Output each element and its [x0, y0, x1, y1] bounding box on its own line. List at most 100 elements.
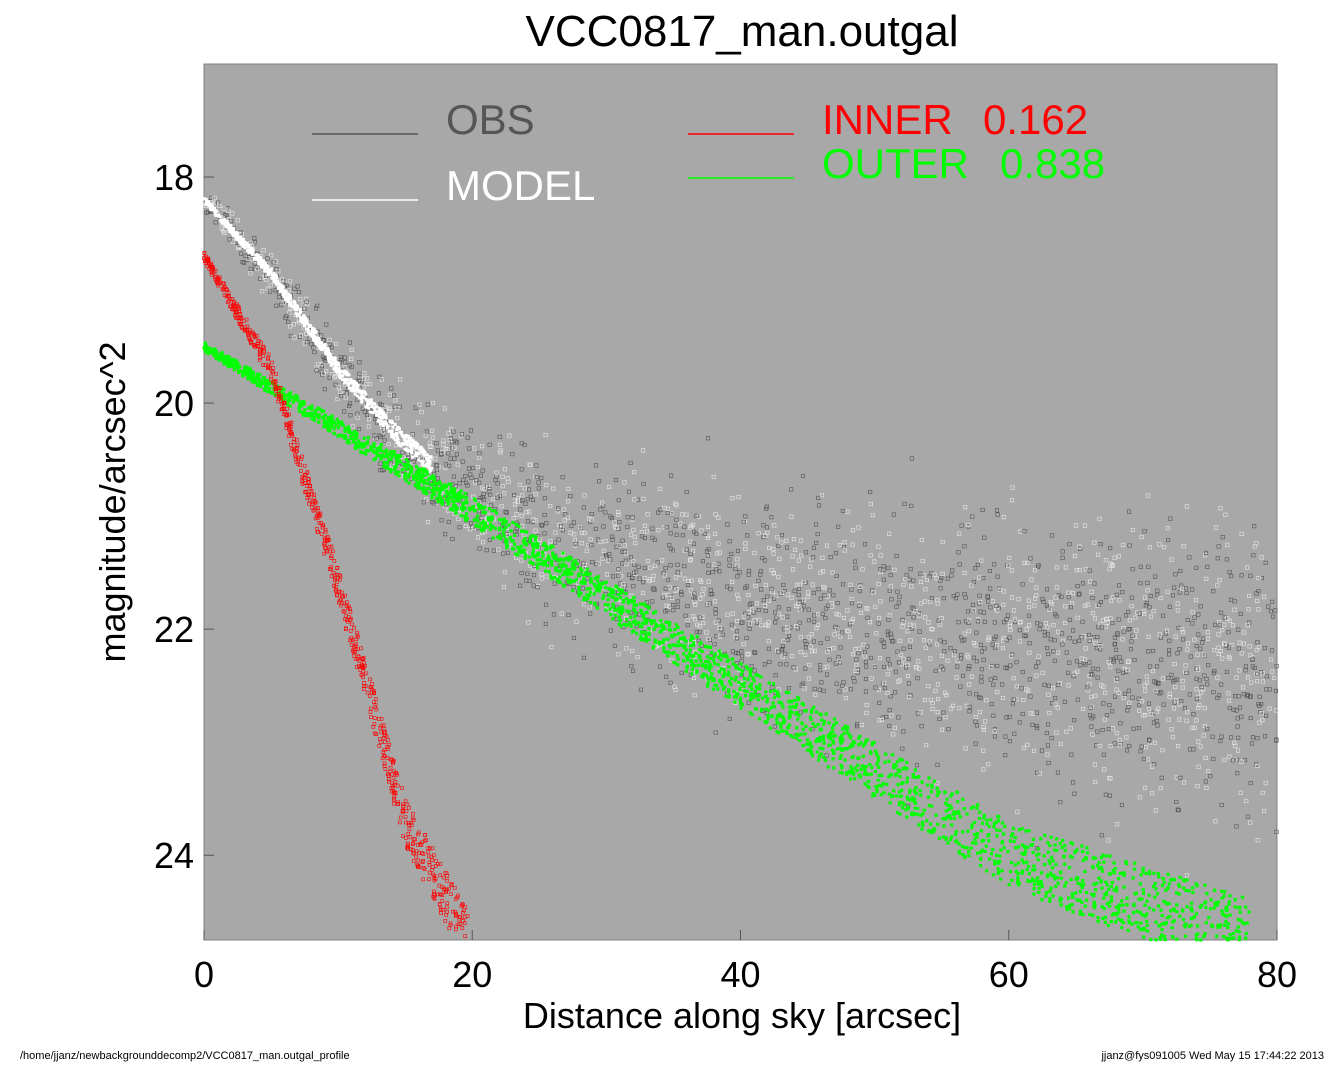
obs-point: [336, 385, 341, 390]
obs-point: [255, 266, 260, 272]
obs-point: [1167, 691, 1172, 696]
obs-point: [933, 668, 938, 673]
obs-point: [1216, 632, 1221, 637]
model-point: [387, 429, 391, 433]
obs-point: [626, 489, 632, 494]
obs-point: [1127, 626, 1132, 632]
outer-point: [1182, 879, 1186, 883]
obs-point: [955, 664, 960, 669]
obs-point: [612, 643, 617, 648]
obs-point: [813, 692, 818, 697]
obs-point: [688, 551, 693, 557]
outer-point: [981, 838, 986, 842]
obs-point: [916, 659, 921, 664]
model-point: [226, 222, 230, 226]
obs-point: [963, 595, 968, 600]
outer-point: [798, 739, 802, 743]
obs-point: [1181, 544, 1186, 549]
obs-point: [685, 582, 691, 588]
outer-point: [668, 645, 672, 649]
obs-point: [613, 477, 619, 483]
obs-point: [1178, 568, 1183, 574]
obs-point: [877, 700, 882, 705]
model-point: [318, 341, 322, 345]
outer-point: [831, 734, 835, 738]
outer-point: [771, 701, 775, 705]
outer-point: [852, 772, 856, 776]
obs-point: [945, 576, 950, 581]
obs-point: [830, 570, 835, 575]
obs-point: [869, 676, 874, 681]
obs-point: [1156, 680, 1161, 686]
obs-point: [1126, 659, 1131, 665]
model-point: [391, 421, 394, 424]
obs-point: [971, 655, 977, 660]
obs-point: [1122, 691, 1127, 697]
outer-point: [856, 756, 860, 760]
outer-point: [1071, 895, 1075, 899]
obs-point: [803, 652, 808, 658]
obs-point: [730, 649, 736, 654]
obs-point: [274, 303, 279, 308]
obs-point: [1000, 695, 1006, 701]
outer-point: [1025, 860, 1029, 864]
obs-point: [836, 655, 841, 660]
obs-point: [639, 530, 644, 535]
obs-point: [834, 573, 839, 579]
obs-point: [906, 656, 911, 662]
obs-point: [678, 521, 683, 526]
obs-point: [812, 648, 818, 653]
outer-point: [1031, 837, 1035, 841]
outer-point: [769, 689, 773, 693]
outer-point: [647, 626, 651, 631]
outer-point: [514, 522, 518, 526]
outer-point: [1108, 904, 1112, 908]
outer-point: [561, 572, 565, 577]
obs-point: [779, 532, 785, 538]
obs-point: [656, 528, 661, 533]
obs-point: [935, 696, 941, 702]
outer-point: [992, 822, 996, 826]
model-point: [391, 425, 395, 429]
outer-point: [901, 806, 905, 810]
obs-point: [1126, 659, 1131, 664]
obs-point: [752, 650, 757, 655]
obs-point: [512, 492, 517, 498]
obs-point: [382, 438, 387, 443]
obs-point: [556, 522, 562, 528]
outer-point: [1096, 919, 1100, 923]
obs-point: [1187, 555, 1192, 560]
outer-point: [925, 783, 929, 787]
outer-point: [616, 593, 620, 597]
obs-point: [1243, 664, 1248, 669]
outer-point: [858, 734, 862, 738]
outer-point: [547, 570, 551, 574]
outer-point: [1195, 924, 1200, 928]
obs-point: [1143, 603, 1148, 608]
obs-point: [501, 584, 507, 590]
obs-point: [1066, 595, 1071, 600]
obs-point: [835, 600, 840, 606]
obs-point: [321, 354, 326, 359]
obs-point: [1198, 604, 1203, 609]
obs-point: [729, 551, 734, 557]
obs-point: [350, 424, 355, 429]
outer-point: [463, 492, 467, 496]
model-point: [327, 352, 331, 356]
outer-point: [624, 597, 629, 601]
obs-point: [543, 432, 548, 438]
obs-point: [519, 467, 524, 472]
outer-point: [668, 628, 672, 632]
outer-point: [734, 675, 738, 679]
obs-point: [992, 727, 998, 732]
outer-point: [877, 783, 881, 787]
obs-point: [1027, 613, 1032, 618]
obs-point: [992, 734, 998, 739]
outer-point: [949, 817, 953, 821]
obs-point: [807, 662, 812, 668]
obs-point: [624, 562, 629, 567]
obs-point: [840, 630, 845, 635]
obs-point: [992, 620, 997, 625]
obs-point: [1175, 608, 1180, 613]
outer-point: [574, 578, 578, 582]
